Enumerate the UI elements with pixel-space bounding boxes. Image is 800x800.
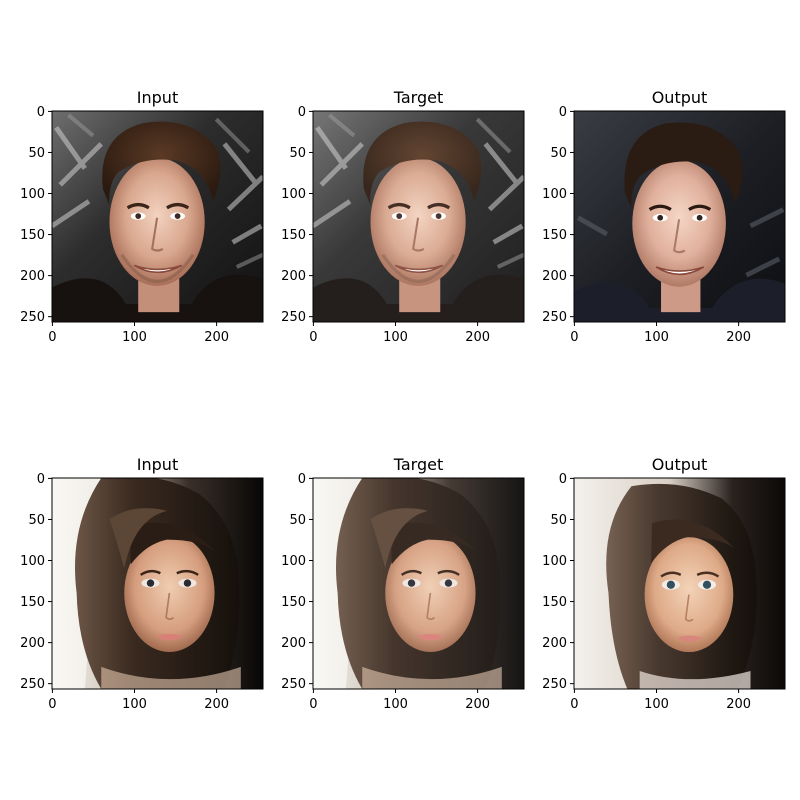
y-tick-label: 50 [28, 146, 45, 161]
y-tick-label: 50 [550, 513, 567, 528]
panel-title: Target [393, 88, 444, 107]
y-tick-label: 0 [559, 105, 567, 120]
x-tick-label: 0 [48, 697, 56, 712]
y-tick-label: 200 [281, 636, 306, 651]
x-tick-label: 200 [465, 697, 490, 712]
x-tick-label: 200 [204, 697, 229, 712]
y-tick-label: 0 [298, 105, 306, 120]
y-tick-label: 150 [542, 595, 567, 610]
y-tick-label: 0 [559, 472, 567, 487]
y-tick-label: 50 [28, 513, 45, 528]
x-tick-label: 100 [122, 330, 147, 345]
x-tick-label: 100 [383, 697, 408, 712]
x-tick-label: 0 [570, 330, 578, 345]
panel-title: Output [652, 455, 708, 474]
axes-frame [573, 477, 786, 690]
axes-frame [312, 110, 525, 323]
y-tick-label: 100 [542, 554, 567, 569]
y-tick-label: 200 [20, 636, 45, 651]
y-tick-label: 100 [20, 187, 45, 202]
x-tick-label: 200 [204, 330, 229, 345]
y-tick-label: 100 [20, 554, 45, 569]
portrait-image [574, 478, 785, 689]
x-tick-label: 0 [570, 697, 578, 712]
y-tick-label: 50 [289, 513, 306, 528]
panel-title: Input [137, 455, 178, 474]
portrait-image [52, 111, 263, 322]
y-tick-label: 200 [20, 269, 45, 284]
y-tick-label: 100 [281, 187, 306, 202]
y-tick-label: 100 [542, 187, 567, 202]
x-tick-label: 100 [644, 697, 669, 712]
axes-frame [51, 110, 264, 323]
x-tick-label: 100 [122, 697, 147, 712]
panel-title: Target [393, 455, 444, 474]
y-tick-label: 250 [281, 310, 306, 325]
y-tick-label: 50 [289, 146, 306, 161]
panel-title: Input [137, 88, 178, 107]
y-tick-label: 0 [37, 472, 45, 487]
y-tick-label: 200 [542, 636, 567, 651]
portrait-image [52, 478, 263, 689]
y-tick-label: 0 [298, 472, 306, 487]
panel-title: Output [652, 88, 708, 107]
y-tick-label: 150 [542, 228, 567, 243]
y-tick-label: 250 [20, 677, 45, 692]
y-tick-label: 50 [550, 146, 567, 161]
x-tick-label: 0 [309, 330, 317, 345]
portrait-image [574, 111, 785, 322]
x-tick-label: 0 [48, 330, 56, 345]
y-tick-label: 250 [542, 310, 567, 325]
y-tick-label: 200 [281, 269, 306, 284]
x-tick-label: 200 [465, 330, 490, 345]
portrait-image [313, 111, 524, 322]
x-tick-label: 100 [383, 330, 408, 345]
x-tick-label: 200 [726, 330, 751, 345]
axes-frame [51, 477, 264, 690]
x-tick-label: 100 [644, 330, 669, 345]
y-tick-label: 0 [37, 105, 45, 120]
y-tick-label: 150 [281, 595, 306, 610]
y-tick-label: 200 [542, 269, 567, 284]
axes-frame [312, 477, 525, 690]
x-tick-label: 0 [309, 697, 317, 712]
y-tick-label: 150 [20, 228, 45, 243]
y-tick-label: 250 [542, 677, 567, 692]
portrait-image [313, 478, 524, 689]
y-tick-label: 250 [281, 677, 306, 692]
x-tick-label: 200 [726, 697, 751, 712]
y-tick-label: 150 [281, 228, 306, 243]
y-tick-label: 250 [20, 310, 45, 325]
y-tick-label: 150 [20, 595, 45, 610]
y-tick-label: 100 [281, 554, 306, 569]
axes-frame [573, 110, 786, 323]
